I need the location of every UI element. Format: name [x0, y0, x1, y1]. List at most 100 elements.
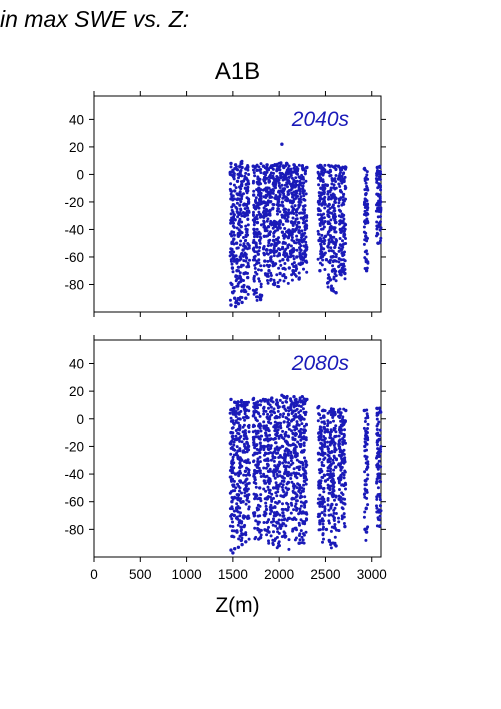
data-point — [266, 447, 270, 451]
data-point — [340, 179, 344, 183]
data-point — [337, 264, 341, 268]
data-point — [239, 225, 243, 229]
data-point — [256, 503, 260, 507]
data-point — [234, 419, 238, 423]
data-point — [301, 511, 305, 515]
data-point — [266, 167, 270, 171]
data-point — [295, 506, 299, 511]
data-point — [245, 489, 249, 493]
data-point — [266, 234, 270, 238]
data-point — [236, 545, 241, 549]
data-point — [238, 271, 242, 275]
data-point — [243, 480, 247, 483]
data-point — [256, 527, 260, 532]
data-point — [341, 415, 345, 419]
data-point — [297, 229, 301, 232]
data-point — [331, 264, 335, 268]
data-point — [246, 179, 250, 183]
data-points-2040s — [228, 142, 383, 309]
data-point — [259, 171, 263, 175]
data-point — [264, 409, 268, 413]
data-point — [330, 249, 334, 253]
data-point — [364, 234, 368, 238]
data-point — [339, 419, 343, 423]
data-point — [232, 440, 236, 444]
data-point — [377, 437, 381, 442]
data-point — [334, 259, 338, 263]
data-point — [242, 437, 246, 441]
data-point — [241, 425, 245, 429]
data-point — [265, 189, 269, 193]
data-point — [258, 177, 262, 181]
data-point — [281, 522, 285, 525]
data-point — [232, 183, 236, 187]
data-point — [261, 397, 266, 402]
data-point — [231, 551, 235, 555]
data-point — [327, 491, 331, 495]
data-point — [231, 434, 235, 438]
data-point — [240, 214, 244, 218]
data-point — [287, 427, 291, 431]
data-point — [376, 451, 380, 455]
data-point — [317, 483, 321, 487]
data-point — [379, 215, 382, 219]
data-point — [332, 241, 336, 245]
data-point — [252, 460, 255, 464]
data-point — [329, 428, 333, 432]
data-point — [322, 197, 326, 201]
data-point — [297, 521, 301, 525]
data-point — [341, 417, 344, 421]
data-point — [229, 465, 234, 469]
data-point — [327, 454, 331, 458]
data-point — [259, 471, 262, 475]
data-point — [291, 230, 295, 234]
data-point — [270, 242, 274, 246]
data-point — [364, 181, 368, 185]
data-point — [236, 215, 240, 219]
data-point — [244, 459, 248, 463]
data-point — [283, 216, 287, 220]
data-point — [279, 162, 283, 166]
data-point — [242, 279, 245, 282]
data-point — [342, 217, 346, 221]
data-point — [319, 165, 323, 169]
data-point — [363, 483, 367, 487]
data-point — [327, 275, 331, 280]
data-point — [321, 452, 325, 456]
data-point — [335, 457, 338, 461]
data-point — [297, 489, 301, 493]
data-point — [337, 529, 341, 533]
data-point — [302, 252, 306, 256]
data-point — [278, 186, 282, 189]
data-point — [232, 443, 236, 447]
data-point — [238, 514, 242, 518]
data-point — [375, 174, 379, 177]
data-point — [298, 246, 301, 250]
data-point — [264, 507, 268, 511]
data-point — [247, 197, 250, 201]
data-point — [262, 487, 266, 491]
x-tick-label: 3000 — [357, 567, 387, 582]
data-point — [302, 205, 306, 209]
data-point — [289, 419, 293, 423]
data-point — [244, 224, 248, 228]
data-point — [273, 469, 277, 473]
data-point — [228, 524, 232, 528]
data-point — [242, 442, 246, 446]
data-point — [264, 173, 268, 177]
data-point — [365, 496, 369, 500]
data-point — [379, 236, 383, 240]
data-point — [268, 209, 272, 213]
data-point — [343, 469, 347, 473]
data-point — [329, 506, 333, 510]
data-point — [230, 205, 234, 209]
data-point — [269, 277, 273, 281]
data-point — [284, 247, 288, 251]
data-point — [286, 281, 290, 285]
data-point — [374, 177, 378, 181]
data-point — [296, 400, 300, 404]
data-point — [229, 232, 233, 236]
data-point — [334, 503, 338, 507]
x-tick-label: 0 — [90, 567, 98, 582]
data-point — [332, 419, 335, 423]
